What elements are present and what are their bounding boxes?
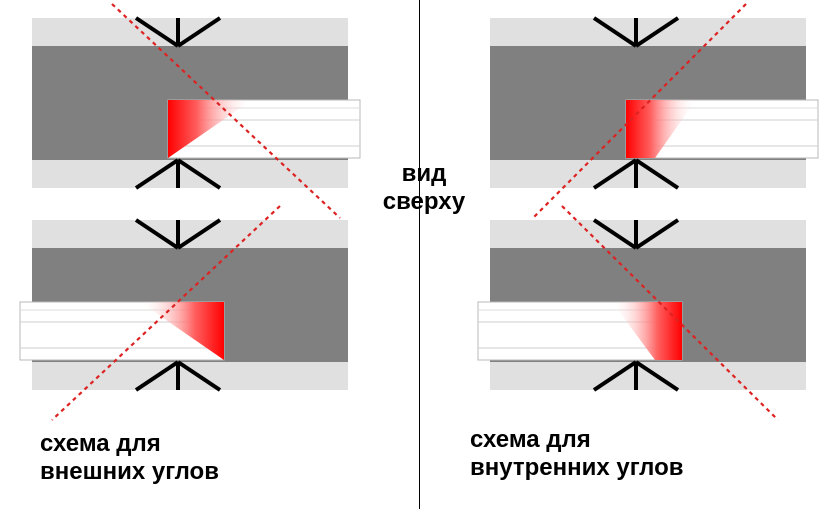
right-caption-line1: схема для [470, 426, 684, 454]
diagram-container: вид сверху схема для внешних углов схема… [0, 0, 839, 509]
right-caption-line2: внутренних углов [470, 454, 684, 482]
vertical-divider [419, 0, 420, 509]
right-caption: схема для внутренних углов [470, 426, 684, 482]
mitre-panel-bottom-left [20, 210, 360, 400]
mitre-panel-bottom-right [478, 210, 818, 400]
center-label: вид сверху [379, 160, 469, 216]
mitre-panel-top-left [20, 8, 360, 198]
center-label-line1: вид [379, 160, 469, 188]
left-caption-line1: схема для [40, 430, 219, 458]
mitre-panel-top-right [478, 8, 818, 198]
center-label-line2: сверху [379, 188, 469, 216]
left-caption: схема для внешних углов [40, 430, 219, 486]
left-caption-line2: внешних углов [40, 458, 219, 486]
